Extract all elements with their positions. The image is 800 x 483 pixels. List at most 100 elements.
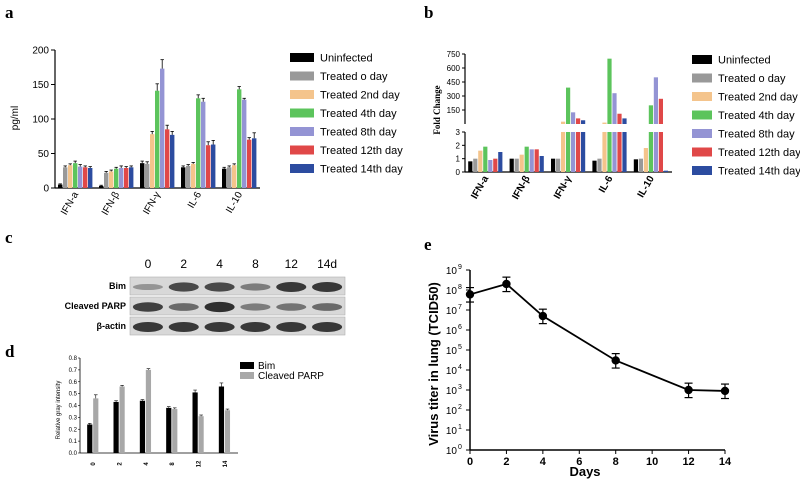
panel-d-bar	[224, 410, 231, 453]
panel-a-bar	[186, 165, 191, 188]
panel-e-ytick-exponent: 9	[458, 264, 462, 271]
panel-b-legend-label: Treated 14th day	[718, 166, 800, 178]
panel-e-xtick-label: 14	[719, 456, 732, 468]
panel-a-legend-label: Treated 2nd day	[320, 90, 400, 102]
panel-a-bar	[150, 134, 155, 188]
panel-b-letter: b	[424, 3, 433, 22]
panel-d-xtick-label: 8	[170, 462, 176, 466]
panel-b-legend-swatch	[692, 55, 712, 64]
panel-d-ytick-label: 0.3	[69, 415, 78, 421]
panel-a-bar	[63, 167, 68, 188]
western-blot-band	[204, 322, 235, 332]
panel-a-bar	[140, 163, 145, 188]
panel-e-xtick-label: 8	[613, 456, 619, 468]
panel-b-legend-label: Uninfected	[718, 55, 771, 67]
panel-c-letter: c	[5, 228, 13, 247]
panel-a-ytick-label: 0	[43, 184, 49, 195]
panel-a-legend-swatch	[290, 53, 314, 62]
panel-b-bar-lower	[653, 132, 658, 172]
panel-e-ytick-exponent: 3	[458, 384, 462, 391]
panel-b-bar-lower	[607, 132, 612, 172]
panel-d-bar	[145, 369, 152, 453]
panel-a-xtick-label: IL-6	[186, 190, 204, 211]
western-blot-band	[276, 322, 307, 332]
panel-e-point	[684, 385, 693, 395]
panel-a-bar	[83, 167, 88, 188]
panel-e-ytick-base: 10	[446, 346, 458, 357]
western-blot-band	[204, 301, 235, 313]
panel-a-legend-label: Treated 8th day	[320, 127, 397, 139]
panel-b-chart: Fold Change 0 1 2 3 150 300 450 600 750 IFN-a IFN-…	[432, 50, 800, 202]
western-blot-band	[240, 322, 271, 332]
panel-b-bar-lower	[658, 132, 663, 172]
panel-b-bar	[534, 149, 539, 172]
western-blot-lane-label: 8	[252, 257, 259, 271]
panel-e-ytick-exponent: 1	[458, 424, 462, 431]
panel-d-ytick-label: 0.1	[69, 439, 78, 445]
panel-b-bar	[468, 161, 473, 172]
panel-b-legend-label: Treated 8th day	[718, 129, 795, 141]
western-blot-lane-label: 14d	[317, 257, 337, 271]
panel-e-ytick-base: 10	[446, 306, 458, 317]
panel-b-bar	[473, 158, 478, 172]
panel-d-ytick-label: 0.7	[69, 368, 78, 374]
panel-a-xtick-label: IL-10	[224, 190, 245, 216]
panel-b-bar-upper	[612, 93, 617, 124]
panel-d-xtick-label: 14	[223, 460, 229, 467]
panel-e-point	[720, 386, 730, 396]
panel-d-ytick-label: 0.0	[69, 451, 78, 457]
panel-a-bar	[58, 184, 63, 188]
panel-d-ytick-label: 0.8	[69, 356, 78, 362]
panel-a-bar	[222, 168, 227, 188]
panel-e-ytick-base: 10	[446, 426, 458, 437]
western-blot-band	[132, 322, 163, 332]
panel-a-bar	[68, 165, 73, 188]
panel-d-bar	[93, 398, 99, 453]
panel-e-ytick-base: 10	[446, 286, 458, 297]
western-blot-band	[240, 303, 271, 311]
panel-a-legend-swatch	[290, 71, 314, 81]
panel-b-ytick-label: 450	[447, 78, 461, 87]
panel-b-bar	[539, 156, 544, 172]
panel-a-bar	[145, 163, 150, 188]
panel-b-bar	[633, 159, 638, 172]
panel-b-bar	[592, 160, 597, 172]
panel-d-bar	[139, 400, 146, 453]
panel-e-ylabel: Virus titer in lung (TCID50)	[426, 282, 441, 446]
panel-d-xtick-label: 4	[144, 462, 150, 466]
panel-b-bar	[663, 170, 668, 172]
panel-e-ytick-exponent: 5	[458, 344, 462, 351]
panel-a-ytick-label: 150	[32, 80, 49, 91]
panel-e-point	[502, 279, 511, 289]
western-blot-band	[240, 283, 271, 291]
western-blot-band	[276, 282, 307, 292]
panel-a-bar	[201, 101, 206, 188]
western-blot-band	[204, 282, 235, 292]
panel-b-bar	[483, 146, 488, 172]
panel-b-bar	[514, 158, 519, 172]
panel-b-bar-lower	[602, 132, 607, 172]
panel-b-legend-swatch	[692, 92, 712, 101]
panel-e-ytick-exponent: 2	[458, 404, 462, 411]
panel-a-legend-label: Treated o day	[320, 71, 388, 83]
panel-a-bar	[155, 90, 160, 188]
panel-d-legend-swatch	[240, 362, 254, 369]
panel-a-bar	[237, 89, 242, 188]
panel-e-ytick-exponent: 4	[458, 364, 462, 371]
western-blot-band	[168, 322, 199, 332]
panel-b-bar-lower	[566, 132, 571, 172]
panel-e-ytick-exponent: 8	[458, 284, 462, 291]
panel-d-xtick-label: 0	[91, 462, 97, 466]
panel-e-xtick-label: 10	[646, 456, 658, 468]
western-blot-band	[168, 303, 199, 311]
panel-b-bar	[509, 158, 514, 172]
western-blot-lane-label: 0	[145, 257, 152, 271]
panel-a-legend-swatch	[290, 145, 314, 155]
panel-e-letter: e	[424, 235, 432, 254]
panel-a-bar	[73, 163, 78, 188]
panel-b-xtick-label: IFN-γ	[552, 174, 574, 202]
panel-b-bar-upper	[622, 118, 627, 124]
panel-e-point	[611, 356, 620, 365]
panel-b-bar-upper	[571, 112, 576, 124]
panel-b-bar	[529, 149, 534, 172]
